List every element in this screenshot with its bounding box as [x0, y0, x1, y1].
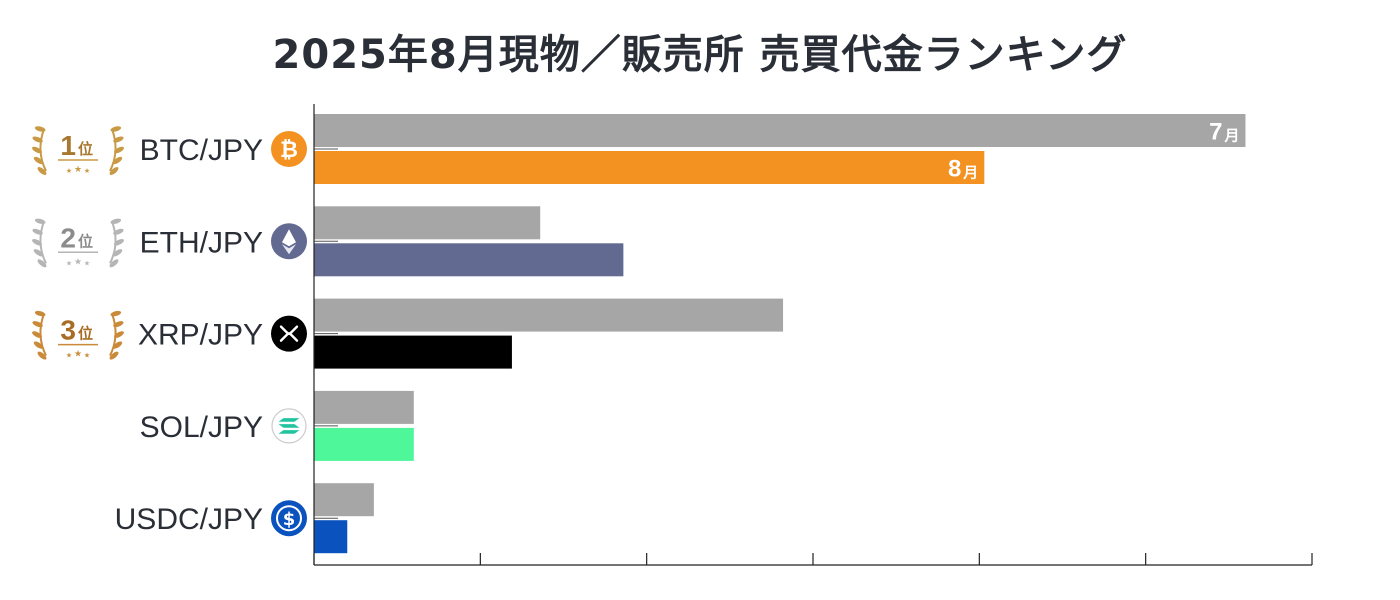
laurel-stem-left [39, 220, 47, 264]
rank-badge-3: 3 位★ ★ ★ [32, 310, 124, 360]
rank-unit: 位 [78, 232, 93, 250]
laurel-leaf [32, 331, 43, 338]
ethereum-icon [271, 223, 307, 260]
bar-label-august-unit: 月 [962, 164, 978, 182]
rank-star-icon: ★ [74, 350, 82, 360]
bar-august-5 [314, 520, 348, 554]
pair-label-3: XRP/JPY [138, 319, 263, 352]
laurel-leaf [34, 218, 46, 225]
rank-badges-layer: 1 位★ ★ ★2 位★ ★ ★3 位★ ★ ★ [32, 126, 124, 360]
laurel-leaf [113, 331, 124, 338]
page-title: 2025年8月現物／販売所 売買代金ランキング [272, 32, 1128, 78]
usdc-icon: $ [271, 500, 307, 537]
bar-august-4 [314, 427, 414, 461]
laurel-leaf [112, 156, 123, 165]
rank-star-icon: ★ [84, 259, 90, 267]
solana-icon-stripe-2 [278, 424, 300, 428]
laurel-leaf [34, 310, 46, 317]
bitcoin-icon-circle [271, 131, 307, 167]
laurel-leaf [34, 126, 46, 132]
bar-august-3 [314, 335, 512, 369]
rank-number: 1 [60, 130, 76, 161]
laurel-stem-left [39, 128, 47, 172]
laurel-leaf [110, 126, 122, 132]
rank-badge-1: 1 位★ ★ ★ [32, 126, 124, 175]
bar-august-2 [314, 243, 624, 277]
bars-layer [314, 114, 1246, 554]
pair-label-2: ETH/JPY [140, 226, 263, 259]
bar-label-july-unit: 月 [1223, 127, 1239, 145]
solana-icon-stripe-1 [278, 418, 300, 422]
rank-star-icon: ★ [84, 167, 90, 175]
rank-number: 3 [60, 315, 76, 346]
laurel-leaf [32, 228, 43, 235]
laurel-leaf [113, 146, 124, 154]
rank-star-icon: ★ [66, 259, 72, 267]
bar-label-august-num: 8 [948, 156, 961, 183]
bar-july-3 [314, 298, 784, 332]
rank-star-icon: ★ [74, 257, 82, 267]
laurel-leaf [113, 228, 124, 235]
laurel-leaf [112, 341, 123, 349]
coin-icons-layer: ₿$ [271, 131, 307, 537]
rank-star-icon: ★ [66, 167, 72, 175]
solana-icon [271, 408, 307, 444]
usdc-icon-glyph: $ [283, 509, 296, 530]
laurel-leaf [109, 351, 119, 360]
laurel-stem-right [109, 313, 117, 357]
laurel-leaf [32, 238, 43, 246]
laurel-stem-right [109, 128, 117, 172]
rank-star-icon: ★ [74, 165, 82, 175]
rank-unit: 位 [78, 140, 93, 158]
xrp-icon [271, 315, 307, 352]
laurel-leaf [113, 321, 124, 328]
bar-label-july-num: 7 [1209, 119, 1222, 146]
pair-label-1: BTC/JPY [140, 134, 263, 167]
rank-star-icon: ★ [84, 352, 90, 360]
laurel-leaf [37, 167, 47, 175]
rank-number: 2 [60, 222, 76, 253]
laurel-leaf [110, 310, 122, 317]
bar-july-5 [314, 483, 374, 517]
laurel-leaf [33, 341, 44, 349]
laurel-leaf [32, 146, 43, 154]
bar-august-1 [314, 151, 985, 184]
laurel-leaf [32, 136, 43, 143]
xrp-icon-bottom [279, 332, 299, 342]
laurel-stem-right [109, 220, 117, 264]
rank-star-icon: ★ [66, 352, 72, 360]
rank-badge-2: 2 位★ ★ ★ [32, 218, 124, 268]
rank-unit: 位 [78, 325, 93, 343]
laurel-leaf [113, 136, 124, 143]
laurel-leaf [112, 249, 123, 257]
laurel-leaf [37, 259, 47, 268]
solana-icon-stripe-3 [278, 430, 300, 434]
pair-label-5: USDC/JPY [115, 503, 263, 536]
laurel-leaf [33, 249, 44, 257]
usdc-icon-ring [276, 505, 302, 532]
bar-july-1 [314, 114, 1246, 147]
pair-label-4: SOL/JPY [140, 411, 263, 444]
laurel-leaf [32, 321, 43, 328]
ethereum-icon-top [282, 229, 296, 247]
bar-july-2 [314, 206, 541, 240]
laurel-leaf [33, 156, 44, 165]
laurel-stem-left [39, 313, 47, 357]
laurel-leaf [110, 218, 122, 225]
laurel-leaf [109, 259, 119, 268]
bitcoin-icon: ₿ [271, 131, 307, 167]
bitcoin-icon-glyph: ₿ [280, 138, 298, 163]
laurel-leaf [109, 167, 119, 175]
axes-layer [313, 104, 1313, 566]
laurel-leaf [37, 351, 47, 360]
ethereum-icon-bottom [282, 244, 296, 255]
laurel-leaf [113, 238, 124, 246]
bar-july-4 [314, 390, 414, 424]
